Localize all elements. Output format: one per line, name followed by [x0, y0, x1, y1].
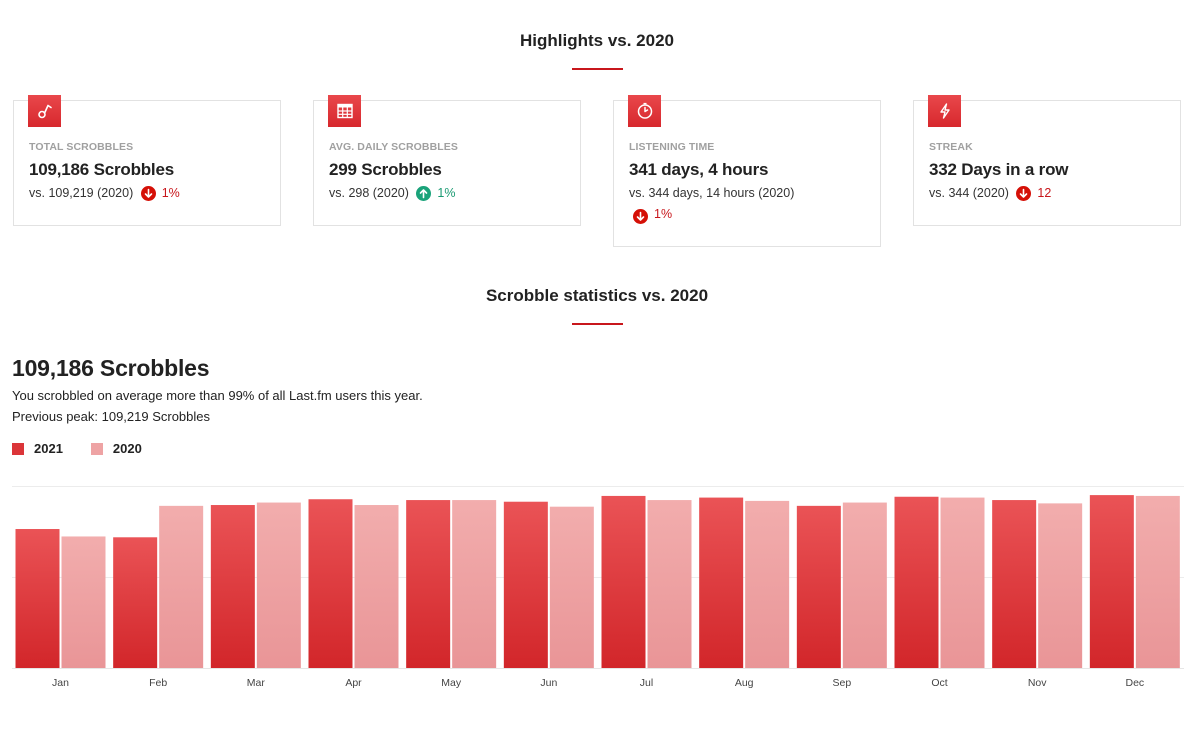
x-tick-label: Sep	[832, 677, 851, 689]
card-compare-text: vs. 109,219 (2020)	[29, 186, 134, 200]
stats-title: Scrobble statistics vs. 2020	[485, 286, 709, 305]
delta-badge: 1%	[629, 204, 866, 225]
delta-value: 1%	[654, 207, 673, 221]
avg-daily-scrobbles-card: AVG. DAILY SCROBBLES 299 Scrobbles vs. 2…	[313, 95, 581, 226]
percentile-text: You scrobbled on average more than 99% o…	[12, 388, 423, 403]
bar-2020-dec[interactable]	[1135, 495, 1180, 668]
highlights-title: Highlights vs. 2020	[520, 31, 674, 50]
delta-badge: 1%	[416, 183, 455, 204]
calendar-icon	[328, 95, 361, 127]
legend-label-2020: 2020	[112, 441, 142, 456]
listening-time-card: LISTENING TIME 341 days, 4 hours vs. 344…	[613, 95, 881, 247]
card-label: STREAK	[929, 141, 973, 153]
x-tick-label: Nov	[1028, 677, 1047, 689]
total-scrobbles-card: TOTAL SCROBBLES 109,186 Scrobbles vs. 10…	[13, 95, 281, 226]
bar-2021-feb[interactable]	[113, 537, 158, 668]
delta-value: 12	[1037, 186, 1052, 200]
arrow-down-icon	[1016, 186, 1032, 201]
lightning-icon	[928, 95, 961, 127]
legend-swatch-2020	[90, 442, 103, 455]
x-tick-label: Jul	[640, 677, 653, 689]
bar-2021-jul[interactable]	[601, 495, 646, 668]
card-compare: vs. 109,219 (2020) 1%	[29, 183, 266, 204]
delta-value: 1%	[161, 186, 180, 200]
delta-value: 1%	[437, 186, 456, 200]
arrow-down-icon	[140, 186, 156, 201]
clock-icon	[628, 95, 661, 127]
card-label: LISTENING TIME	[629, 141, 715, 153]
stats-title-underline	[572, 323, 623, 325]
x-tick-label: Jun	[540, 677, 557, 689]
bar-2021-jan[interactable]	[15, 529, 60, 668]
card-value: 109,186 Scrobbles	[29, 160, 174, 179]
legend-item-2020[interactable]: 2020	[90, 441, 142, 456]
card-label: AVG. DAILY SCROBBLES	[329, 141, 458, 153]
legend-item-2021[interactable]: 2021	[12, 441, 63, 456]
bar-2020-apr[interactable]	[354, 505, 399, 668]
x-tick-label: Jan	[52, 677, 69, 689]
bar-2020-mar[interactable]	[256, 502, 301, 668]
bar-2020-nov[interactable]	[1038, 503, 1083, 668]
bar-2021-apr[interactable]	[308, 499, 353, 668]
previous-peak-text: Previous peak: 109,219 Scrobbles	[12, 409, 211, 424]
bar-2020-jan[interactable]	[61, 536, 106, 668]
delta-badge: 12	[1016, 183, 1051, 204]
bar-2021-aug[interactable]	[699, 497, 744, 668]
bar-2020-jul[interactable]	[647, 500, 692, 668]
card-value: 341 days, 4 hours	[629, 160, 769, 179]
x-tick-label: Apr	[345, 677, 362, 689]
bar-2021-oct[interactable]	[894, 496, 939, 668]
bar-2020-oct[interactable]	[940, 497, 985, 668]
card-compare: vs. 344 days, 14 hours (2020) 1%	[629, 183, 866, 225]
x-tick-label: Aug	[735, 677, 754, 689]
x-tick-label: Mar	[247, 677, 266, 689]
music-note-icon	[28, 95, 61, 127]
legend-swatch-2021	[12, 442, 24, 455]
bar-2020-jun[interactable]	[549, 506, 594, 668]
bar-2021-jun[interactable]	[503, 501, 548, 668]
card-value: 332 Days in a row	[929, 160, 1069, 179]
bar-2021-mar[interactable]	[210, 505, 255, 668]
bar-2020-feb[interactable]	[159, 505, 204, 668]
delta-badge: 1%	[140, 183, 180, 204]
card-compare: vs. 344 (2020) 12	[929, 183, 1166, 204]
x-tick-label: May	[441, 677, 462, 689]
bar-2021-dec[interactable]	[1089, 495, 1134, 668]
card-value: 299 Scrobbles	[329, 160, 442, 179]
bar-2020-may[interactable]	[452, 500, 497, 668]
card-compare-text: vs. 344 (2020)	[929, 186, 1009, 200]
bar-2021-may[interactable]	[406, 500, 451, 668]
legend-label-2021: 2021	[34, 441, 63, 456]
card-compare: vs. 298 (2020) 1%	[329, 183, 566, 204]
bar-2021-sep[interactable]	[796, 505, 841, 668]
streak-card: STREAK 332 Days in a row vs. 344 (2020) …	[913, 95, 1181, 226]
x-tick-label: Dec	[1125, 677, 1144, 689]
scrobble-total-headline: 109,186 Scrobbles	[12, 355, 210, 381]
bar-2020-sep[interactable]	[842, 502, 887, 668]
card-compare-text: vs. 344 days, 14 hours (2020)	[629, 186, 795, 200]
card-compare-text: vs. 298 (2020)	[329, 186, 409, 200]
x-tick-label: Feb	[149, 677, 167, 689]
arrow-down-icon	[633, 208, 648, 224]
arrow-up-icon	[416, 186, 432, 201]
monthly-scrobbles-chart: Jan Feb Mar Apr May Jun Jul Aug Sep Oct Nov Dec	[12, 486, 1184, 689]
card-label: TOTAL SCROBBLES	[29, 141, 134, 153]
chart-legend: 2021 2020	[12, 441, 170, 456]
bar-2020-aug[interactable]	[745, 500, 790, 668]
highlights-title-underline	[572, 68, 623, 70]
bar-2021-nov[interactable]	[992, 500, 1037, 668]
x-tick-label: Oct	[931, 677, 947, 689]
